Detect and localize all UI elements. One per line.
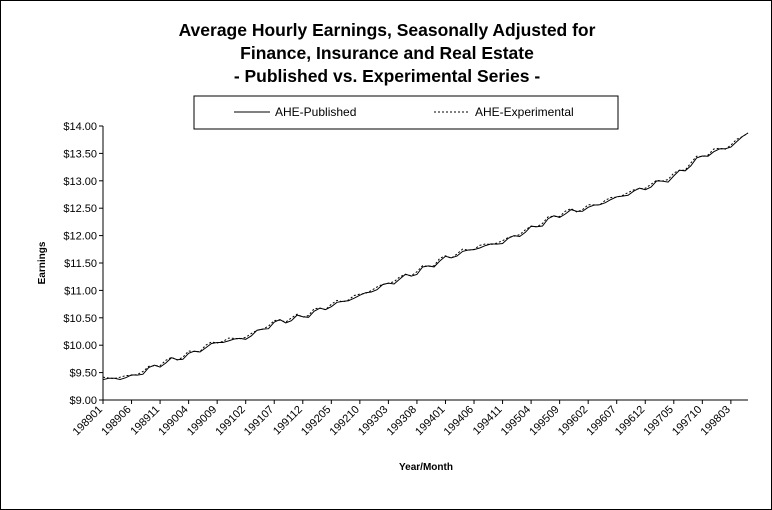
legend: AHE-Published AHE-Experimental [193, 95, 619, 130]
x-tick-label: 199107 [242, 404, 276, 438]
y-tick-label: $11.50 [64, 258, 97, 270]
series-lines [102, 132, 749, 381]
y-tick-label: $10.00 [63, 340, 97, 352]
x-tick-label: 199509 [527, 404, 561, 438]
y-tick-label: $9.50 [69, 368, 97, 380]
y-tick-label: $14.00 [63, 121, 97, 133]
x-tick-label: 199607 [584, 404, 618, 438]
x-tick-label: 199210 [328, 404, 362, 438]
y-tick-label: $10.50 [63, 313, 97, 325]
x-tick-label: 198901 [71, 404, 105, 438]
x-tick-label: 199602 [556, 404, 590, 438]
legend-label-published: AHE-Published [275, 105, 356, 119]
chart-title-line-3: - Published vs. Experimental Series - [233, 66, 541, 86]
x-tick-label: 199303 [356, 404, 390, 438]
series-line-ahe-published [102, 132, 749, 381]
chart-title-line-1: Average Hourly Earnings, Seasonally Adju… [178, 20, 596, 40]
legend-label-experimental: AHE-Experimental [475, 105, 574, 119]
x-tick-label: 199411 [471, 404, 505, 438]
x-tick-label: 199612 [613, 404, 647, 438]
y-axis-label: Earnings [37, 241, 48, 284]
x-tick-label: 199205 [299, 404, 333, 438]
x-tick-label: 199102 [213, 404, 247, 438]
series-line-ahe-experimental [102, 132, 749, 380]
x-tick-label: 199504 [499, 404, 533, 438]
y-tick-label: $11.00 [64, 285, 97, 297]
x-tick-label: 198911 [128, 404, 162, 438]
x-tick-label: 198906 [99, 404, 133, 438]
y-tick-label: $9.00 [69, 395, 97, 407]
y-tick-label: $12.50 [63, 203, 97, 215]
x-tick-label: 199401 [413, 404, 447, 438]
y-tick-labels: $9.00 $9.50 $10.00 $10.50 $11.00 $11.50 $12.00… [63, 121, 97, 407]
y-tick-label: $12.00 [63, 231, 97, 243]
x-tick-label: 199009 [185, 404, 219, 438]
x-tick-label: 199004 [156, 404, 190, 438]
x-tick-label: 199112 [271, 404, 305, 438]
x-tick-label: 199710 [670, 404, 704, 438]
x-tick-label: 199406 [442, 404, 476, 438]
axes [99, 125, 748, 404]
x-tick-label: 199705 [641, 404, 675, 438]
x-tick-labels: 1989011989061989111990041990091991021991… [71, 404, 733, 438]
y-tick-label: $13.00 [63, 176, 97, 188]
x-axis-label: Year/Month [399, 462, 453, 473]
y-tick-label: $13.50 [63, 148, 97, 160]
chart-title: Average Hourly Earnings, Seasonally Adju… [1, 19, 772, 88]
x-tick-label: 199308 [385, 404, 419, 438]
x-tick-label: 199803 [699, 404, 733, 438]
chart-title-line-2: Finance, Insurance and Real Estate [240, 43, 534, 63]
